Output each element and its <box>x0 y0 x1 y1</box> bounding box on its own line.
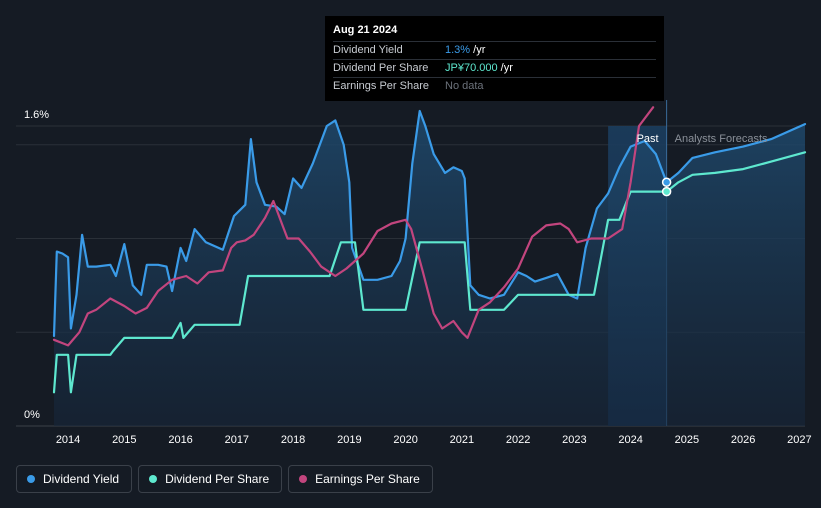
forecast-region-label: Analysts Forecasts <box>675 133 768 145</box>
y-axis-max-label: 1.6% <box>24 109 49 121</box>
tooltip-row-dividend-yield: Dividend Yield 1.3% /yr <box>333 41 656 59</box>
x-tick-label: 2015 <box>112 434 136 446</box>
x-tick-label: 2025 <box>675 434 699 446</box>
tooltip-label: Earnings Per Share <box>333 80 429 92</box>
x-tick-label: 2022 <box>506 434 530 446</box>
x-tick-label: 2014 <box>56 434 80 446</box>
hover-marker <box>661 186 672 197</box>
tooltip-value: JP¥70.000 /yr <box>445 62 513 74</box>
legend-dot-icon <box>149 475 158 483</box>
x-tick-label: 2026 <box>731 434 755 446</box>
legend-item-dividend-per-share[interactable]: Dividend Per Share <box>138 465 283 493</box>
hover-marker <box>661 177 672 187</box>
y-axis-min-label: 0% <box>24 409 40 421</box>
tooltip-label: Dividend Per Share <box>333 62 429 74</box>
legend-label: Earnings Per Share <box>315 472 420 486</box>
x-tick-label: 2019 <box>337 434 361 446</box>
chart-legend: Dividend Yield Dividend Per Share Earnin… <box>16 465 433 493</box>
tooltip-date: Aug 21 2024 <box>333 24 398 36</box>
x-tick-label: 2023 <box>562 434 586 446</box>
dividend-yield-area <box>54 111 805 426</box>
legend-label: Dividend Yield <box>43 472 120 486</box>
legend-item-earnings-per-share[interactable]: Earnings Per Share <box>288 465 433 493</box>
legend-item-dividend-yield[interactable]: Dividend Yield <box>16 465 133 493</box>
legend-label: Dividend Per Share <box>165 472 270 486</box>
earnings-per-share-line <box>52 106 655 347</box>
tooltip-row-earnings-per-share: Earnings Per Share No data <box>333 77 656 95</box>
tooltip-value: 1.3% /yr <box>445 44 486 56</box>
x-tick-label: 2016 <box>168 434 192 446</box>
legend-dot-icon <box>27 475 35 483</box>
legend-dot-icon <box>299 475 308 483</box>
tooltip-label: Dividend Yield <box>333 44 403 56</box>
tooltip-row-dividend-per-share: Dividend Per Share JP¥70.000 /yr <box>333 59 656 77</box>
x-tick-label: 2027 <box>787 434 811 446</box>
x-tick-label: 2021 <box>450 434 474 446</box>
past-region-label: Past <box>637 133 659 145</box>
dividend-per-share-line <box>52 151 807 394</box>
tooltip-value: No data <box>445 80 484 92</box>
x-tick-label: 2024 <box>618 434 642 446</box>
hover-tooltip: Aug 21 2024 Dividend Yield 1.3% /yr Divi… <box>325 16 664 101</box>
x-tick-label: 2020 <box>393 434 417 446</box>
x-tick-label: 2017 <box>225 434 249 446</box>
x-tick-label: 2018 <box>281 434 305 446</box>
